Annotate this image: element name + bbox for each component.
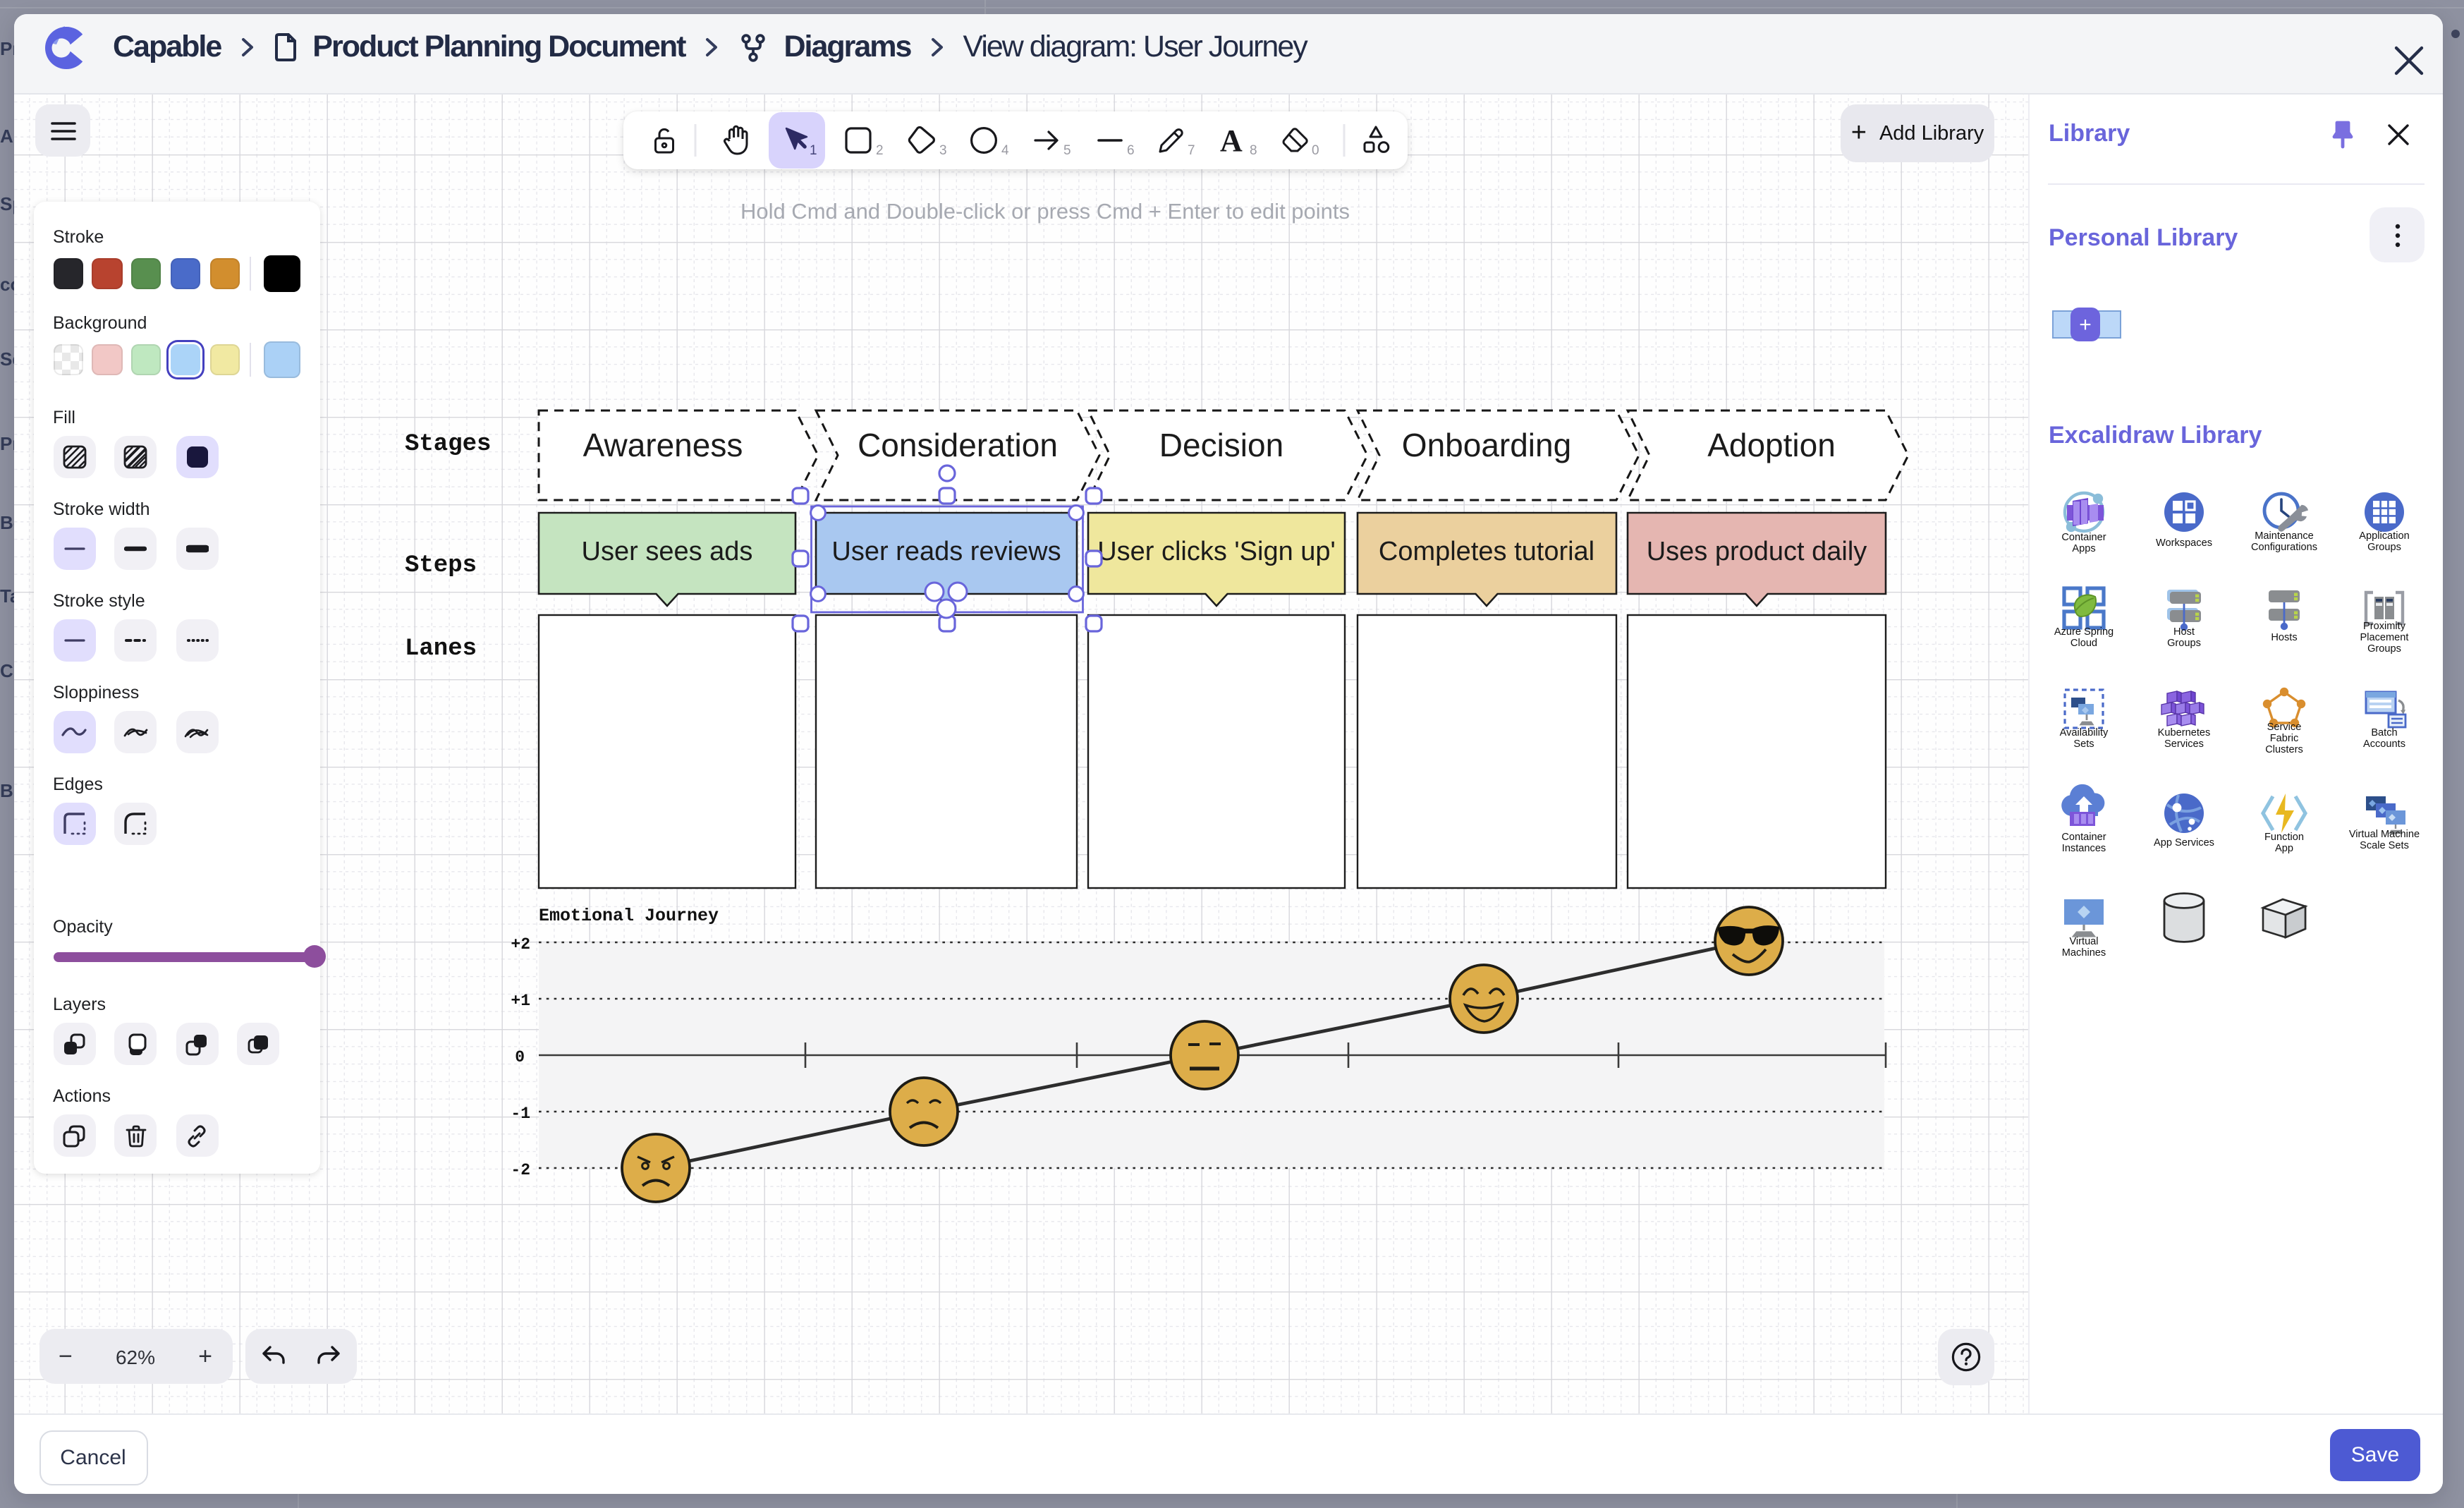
svg-text:Cloud: Cloud xyxy=(2070,638,2097,649)
svg-text:User sees ads: User sees ads xyxy=(582,537,753,566)
svg-text:App Services: App Services xyxy=(2154,837,2214,849)
svg-text:2: 2 xyxy=(876,143,884,158)
svg-text:Consideration: Consideration xyxy=(858,427,1058,463)
svg-text:Workspaces: Workspaces xyxy=(2156,537,2212,549)
svg-text:+1: +1 xyxy=(511,992,530,1010)
svg-text:Steps: Steps xyxy=(405,552,477,579)
svg-text:Apps: Apps xyxy=(2072,543,2095,554)
svg-text:Application: Application xyxy=(2359,530,2409,542)
svg-text:Uses product daily: Uses product daily xyxy=(1647,537,1867,566)
svg-text:Decision: Decision xyxy=(1159,427,1283,463)
svg-text:7: 7 xyxy=(1188,143,1195,158)
svg-text:Groups: Groups xyxy=(2167,638,2201,649)
svg-text:Fabric: Fabric xyxy=(2270,733,2299,744)
svg-text:Clusters: Clusters xyxy=(2265,744,2303,755)
svg-text:User clicks 'Sign up': User clicks 'Sign up' xyxy=(1097,537,1336,566)
svg-text:1: 1 xyxy=(810,143,817,158)
svg-text:Placement: Placement xyxy=(2360,632,2409,643)
svg-text:Machines: Machines xyxy=(2062,947,2106,959)
svg-text:Sets: Sets xyxy=(2073,738,2094,750)
svg-text:0: 0 xyxy=(515,1048,525,1066)
svg-text:6: 6 xyxy=(1127,143,1135,158)
svg-text:Service: Service xyxy=(2267,722,2302,733)
svg-text:4: 4 xyxy=(1001,143,1009,158)
svg-text:Scale Sets: Scale Sets xyxy=(2360,840,2409,851)
svg-text:Container: Container xyxy=(2061,832,2106,843)
svg-text:Azure Spring: Azure Spring xyxy=(2054,626,2114,638)
svg-text:Host: Host xyxy=(2173,626,2195,638)
svg-text:+2: +2 xyxy=(511,935,530,954)
svg-text:Function: Function xyxy=(2264,832,2304,843)
svg-text:Hosts: Hosts xyxy=(2271,632,2297,643)
svg-text:5: 5 xyxy=(1063,143,1071,158)
svg-text:A: A xyxy=(1220,123,1243,158)
svg-text:Container: Container xyxy=(2061,532,2106,543)
svg-text:Adoption: Adoption xyxy=(1707,427,1836,463)
svg-text:3: 3 xyxy=(939,143,947,158)
svg-text:Virtual: Virtual xyxy=(2069,936,2098,947)
svg-text:Completes tutorial: Completes tutorial xyxy=(1379,537,1594,566)
svg-text:Proximity: Proximity xyxy=(2363,621,2406,632)
svg-text:Maintenance: Maintenance xyxy=(2255,530,2314,542)
svg-text:Instances: Instances xyxy=(2062,843,2106,854)
svg-text:Awareness: Awareness xyxy=(583,427,743,463)
svg-text:User reads reviews: User reads reviews xyxy=(831,537,1061,566)
svg-text:0: 0 xyxy=(1312,143,1319,158)
svg-text:-2: -2 xyxy=(511,1161,530,1179)
svg-text:-1: -1 xyxy=(511,1105,530,1123)
svg-text:Configurations: Configurations xyxy=(2251,542,2317,553)
svg-text:Groups: Groups xyxy=(2367,643,2401,655)
svg-text:Batch: Batch xyxy=(2371,727,2397,738)
svg-text:Services: Services xyxy=(2164,738,2204,750)
svg-text:Availability: Availability xyxy=(2060,727,2109,738)
svg-text:Emotional Journey: Emotional Journey xyxy=(539,906,719,926)
svg-text:Accounts: Accounts xyxy=(2363,738,2405,750)
svg-text:Kubernetes: Kubernetes xyxy=(2158,727,2211,738)
svg-text:Onboarding: Onboarding xyxy=(1402,427,1571,463)
svg-text:8: 8 xyxy=(1250,143,1257,158)
svg-text:Lanes: Lanes xyxy=(405,636,477,662)
svg-text:Stages: Stages xyxy=(405,431,491,458)
svg-text:Virtual Machine: Virtual Machine xyxy=(2349,829,2420,840)
svg-text:Groups: Groups xyxy=(2367,542,2401,553)
svg-text:App: App xyxy=(2275,843,2293,854)
